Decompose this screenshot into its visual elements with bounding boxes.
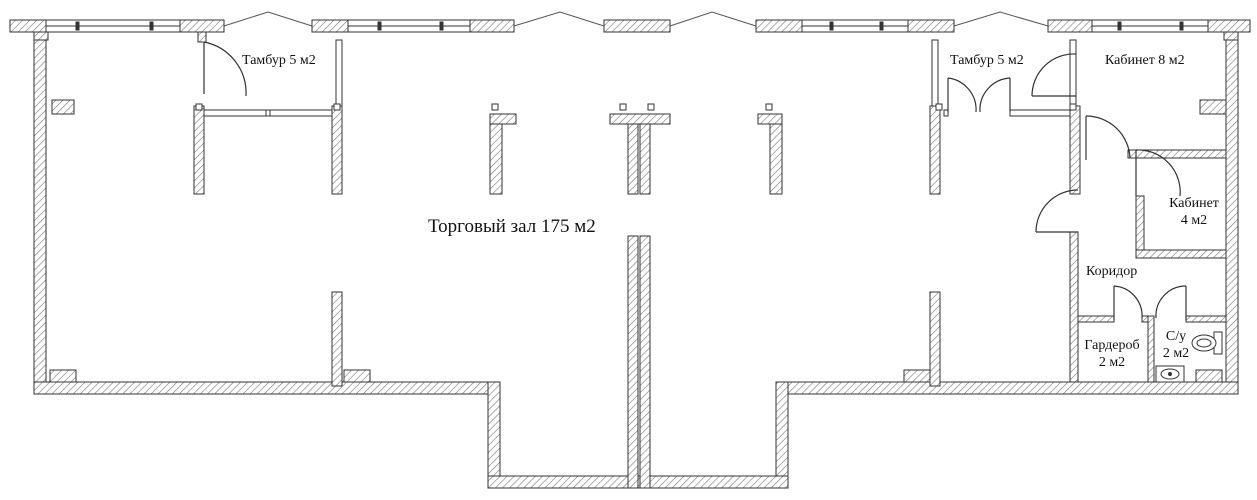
- facade-windows: [45, 19, 1209, 33]
- room-label-vestibule-left: Тамбур 5 м2: [242, 53, 316, 68]
- room-label-corridor: Коридор: [1086, 264, 1138, 279]
- room-label-wc-name: С/у: [1165, 329, 1187, 344]
- doors: [203, 41, 1187, 320]
- toilet-icon: [1191, 331, 1223, 355]
- interior-walls: [49, 31, 1227, 489]
- facade-arcs: [223, 11, 1049, 27]
- room-label-wardrobe-name: Гардероб: [1084, 338, 1140, 353]
- room-label-wc: С/у 2 м2: [1156, 328, 1196, 362]
- room-label-wardrobe: Гардероб 2 м2: [1078, 337, 1146, 371]
- room-label-office-4-area: 4 м2: [1180, 213, 1208, 228]
- facade-pillars: [9, 19, 1251, 33]
- room-label-wardrobe-area: 2 м2: [1098, 355, 1126, 370]
- room-label-office-4-name: Кабинет: [1169, 196, 1219, 211]
- room-label-office-4: Кабинет 4 м2: [1164, 195, 1224, 229]
- room-label-office-8: Кабинет 8 м2: [1105, 53, 1185, 68]
- sink-icon: [1155, 365, 1185, 383]
- partition-nodes: [195, 103, 1077, 117]
- room-label-vestibule-right: Тамбур 5 м2: [950, 53, 1024, 68]
- room-label-wc-area: 2 м2: [1162, 346, 1190, 361]
- room-label-sales-hall: Торговый зал 175 м2: [428, 216, 596, 237]
